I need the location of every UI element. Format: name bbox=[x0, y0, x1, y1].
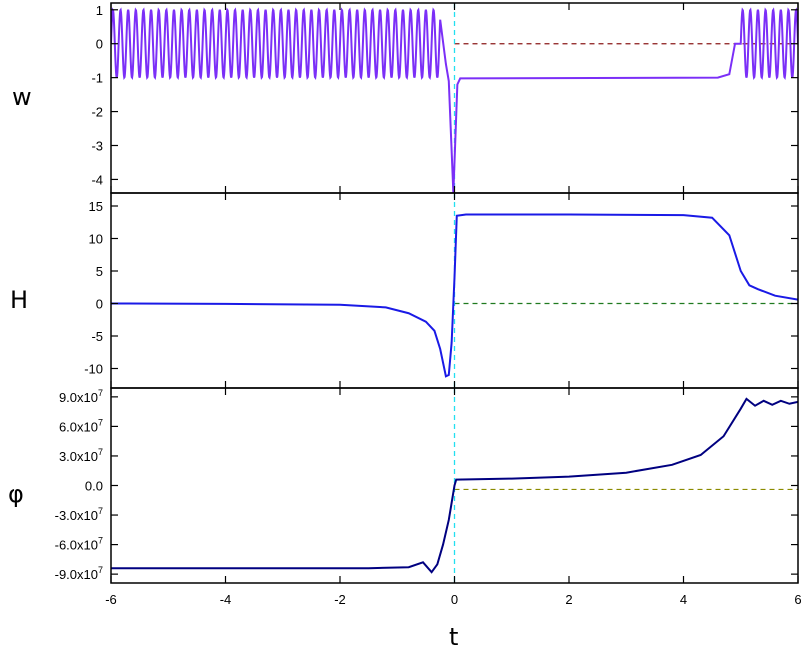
series-line-w bbox=[111, 7, 798, 193]
y-tick-label-phi: -3.0x107 bbox=[55, 506, 103, 523]
y-tick-label-h: -5 bbox=[91, 329, 103, 344]
x-tick-label: -2 bbox=[334, 592, 346, 607]
y-tick-label-w: 0 bbox=[96, 37, 103, 52]
y-tick-label-w: 1 bbox=[96, 3, 103, 18]
y-tick-label-h: 15 bbox=[89, 199, 103, 214]
panel-phi: 9.0x107 6.0x107 3.0x107 0.0 -3.0x107 -6.0x107… bbox=[55, 387, 801, 607]
y-tick-label-phi: -6.0x107 bbox=[55, 536, 103, 553]
x-tick-label: -6 bbox=[105, 592, 117, 607]
panel-w: 1 0 -1 -2 -3 -4 bbox=[91, 2, 799, 194]
y-tick-label-h: 0 bbox=[96, 297, 103, 312]
y-tick-label-w: -1 bbox=[91, 71, 103, 86]
x-tick-label: 6 bbox=[794, 592, 801, 607]
y-tick-label-w: -4 bbox=[91, 172, 103, 187]
y-axis-label-phi: φ bbox=[8, 480, 24, 508]
panel-h: 15 10 5 0 -5 -10 bbox=[84, 192, 799, 389]
y-tick-label-phi: 9.0x107 bbox=[59, 388, 103, 405]
y-tick-label-w: -3 bbox=[91, 139, 103, 154]
x-tick-label: 2 bbox=[565, 592, 572, 607]
y-tick-label-phi: 6.0x107 bbox=[59, 417, 103, 434]
x-tick-label: 4 bbox=[680, 592, 687, 607]
y-axis-label-w: w bbox=[12, 83, 32, 111]
series-line-h bbox=[111, 213, 798, 378]
y-tick-label-h: -10 bbox=[84, 362, 103, 377]
y-tick-label-w: -2 bbox=[91, 105, 103, 120]
y-axis-label-h: H bbox=[10, 286, 28, 314]
y-tick-label-phi: 0.0 bbox=[85, 479, 103, 494]
x-axis-label: t bbox=[449, 623, 458, 651]
x-tick-label: -4 bbox=[220, 592, 232, 607]
y-tick-label-h: 10 bbox=[89, 232, 103, 247]
y-tick-label-phi: 3.0x107 bbox=[59, 447, 103, 464]
x-tick-label: 0 bbox=[451, 592, 458, 607]
y-tick-label-h: 5 bbox=[96, 264, 103, 279]
y-tick-label-phi: -9.0x107 bbox=[55, 565, 103, 582]
series-line-phi bbox=[111, 397, 798, 574]
